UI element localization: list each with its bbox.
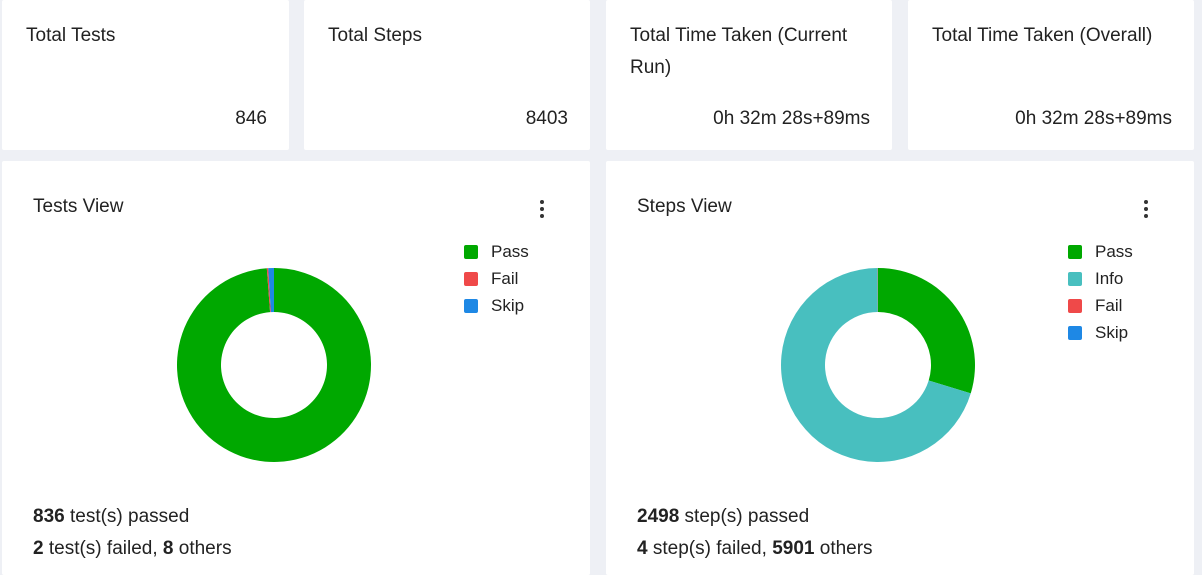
summary-failed-line: 4 step(s) failed, 5901 others [637,533,873,565]
stat-title: Total Steps [328,25,422,46]
stat-card-time-current-run: Total Time Taken (Current Run) 0h 32m 28… [606,0,892,150]
legend-item-pass[interactable]: Pass [1068,238,1133,265]
legend-item-pass[interactable]: Pass [464,238,529,265]
kebab-menu-icon[interactable] [1136,197,1156,221]
legend-item-fail[interactable]: Fail [464,265,529,292]
others-text: others [814,538,873,559]
legend-swatch [1068,271,1082,286]
passed-count: 2498 [637,506,680,527]
failed-text: test(s) failed, [43,538,163,559]
stat-value: 8403 [525,108,568,129]
summary-passed-line: 836 test(s) passed [33,501,232,533]
donut-slice-fail[interactable] [266,268,271,313]
tests-summary: 836 test(s) passed 2 test(s) failed, 8 o… [33,501,232,565]
passed-text: test(s) passed [64,506,190,527]
stat-card-total-steps: Total Steps 8403 [304,0,590,150]
chart-legend: Pass Fail Skip [464,238,529,319]
stat-card-total-tests: Total Tests 846 [2,0,289,150]
tests-donut-chart [177,268,371,462]
legend-label: Fail [491,268,519,288]
steps-view-panel: Steps View Pass Info Fail Skip 2498 step(s)… [606,161,1194,575]
tests-view-panel: Tests View Pass Fail Skip 836 test(s) pass… [2,161,590,575]
donut-slice-skip[interactable] [268,268,274,313]
legend-swatch [1068,325,1082,340]
failed-count: 2 [33,538,44,559]
stat-card-time-overall: Total Time Taken (Overall) 0h 32m 28s+89… [908,0,1194,150]
legend-label: Pass [491,241,529,261]
donut-slice-pass[interactable] [878,268,975,394]
kebab-menu-icon[interactable] [532,197,552,221]
donut-slice-pass[interactable] [177,268,371,462]
legend-item-skip[interactable]: Skip [1068,319,1133,346]
legend-item-skip[interactable]: Skip [464,292,529,319]
stat-title: Total Tests [26,25,116,46]
legend-label: Pass [1095,241,1133,261]
chart-legend: Pass Info Fail Skip [1068,238,1133,346]
others-count: 8 [162,538,174,559]
steps-summary: 2498 step(s) passed 4 step(s) failed, 59… [637,501,873,565]
legend-label: Skip [491,295,525,315]
legend-swatch [1068,244,1082,259]
legend-swatch [464,271,478,286]
panel-title: Steps View [637,196,732,217]
stat-value: 846 [235,108,267,129]
legend-label: Fail [1095,295,1123,315]
stat-value: 0h 32m 28s+89ms [713,108,870,129]
others-text: others [173,538,232,559]
legend-item-info[interactable]: Info [1068,265,1133,292]
summary-passed-line: 2498 step(s) passed [637,501,873,533]
passed-text: step(s) passed [679,506,810,527]
legend-item-fail[interactable]: Fail [1068,292,1133,319]
legend-swatch [464,244,478,259]
steps-donut-chart [781,268,975,462]
others-count: 5901 [772,538,815,559]
panel-title: Tests View [33,196,124,217]
failed-count: 4 [637,538,648,559]
stat-value: 0h 32m 28s+89ms [1015,108,1172,129]
summary-failed-line: 2 test(s) failed, 8 others [33,533,232,565]
legend-swatch [1068,298,1082,313]
legend-swatch [464,298,478,313]
stat-title: Total Time Taken (Overall) [932,25,1153,46]
failed-text: step(s) failed, [647,538,773,559]
stat-title: Total Time Taken (Current Run) [630,25,848,78]
donut-slice-info[interactable] [781,268,971,462]
passed-count: 836 [33,506,65,527]
legend-label: Skip [1095,322,1129,342]
legend-label: Info [1095,268,1124,288]
